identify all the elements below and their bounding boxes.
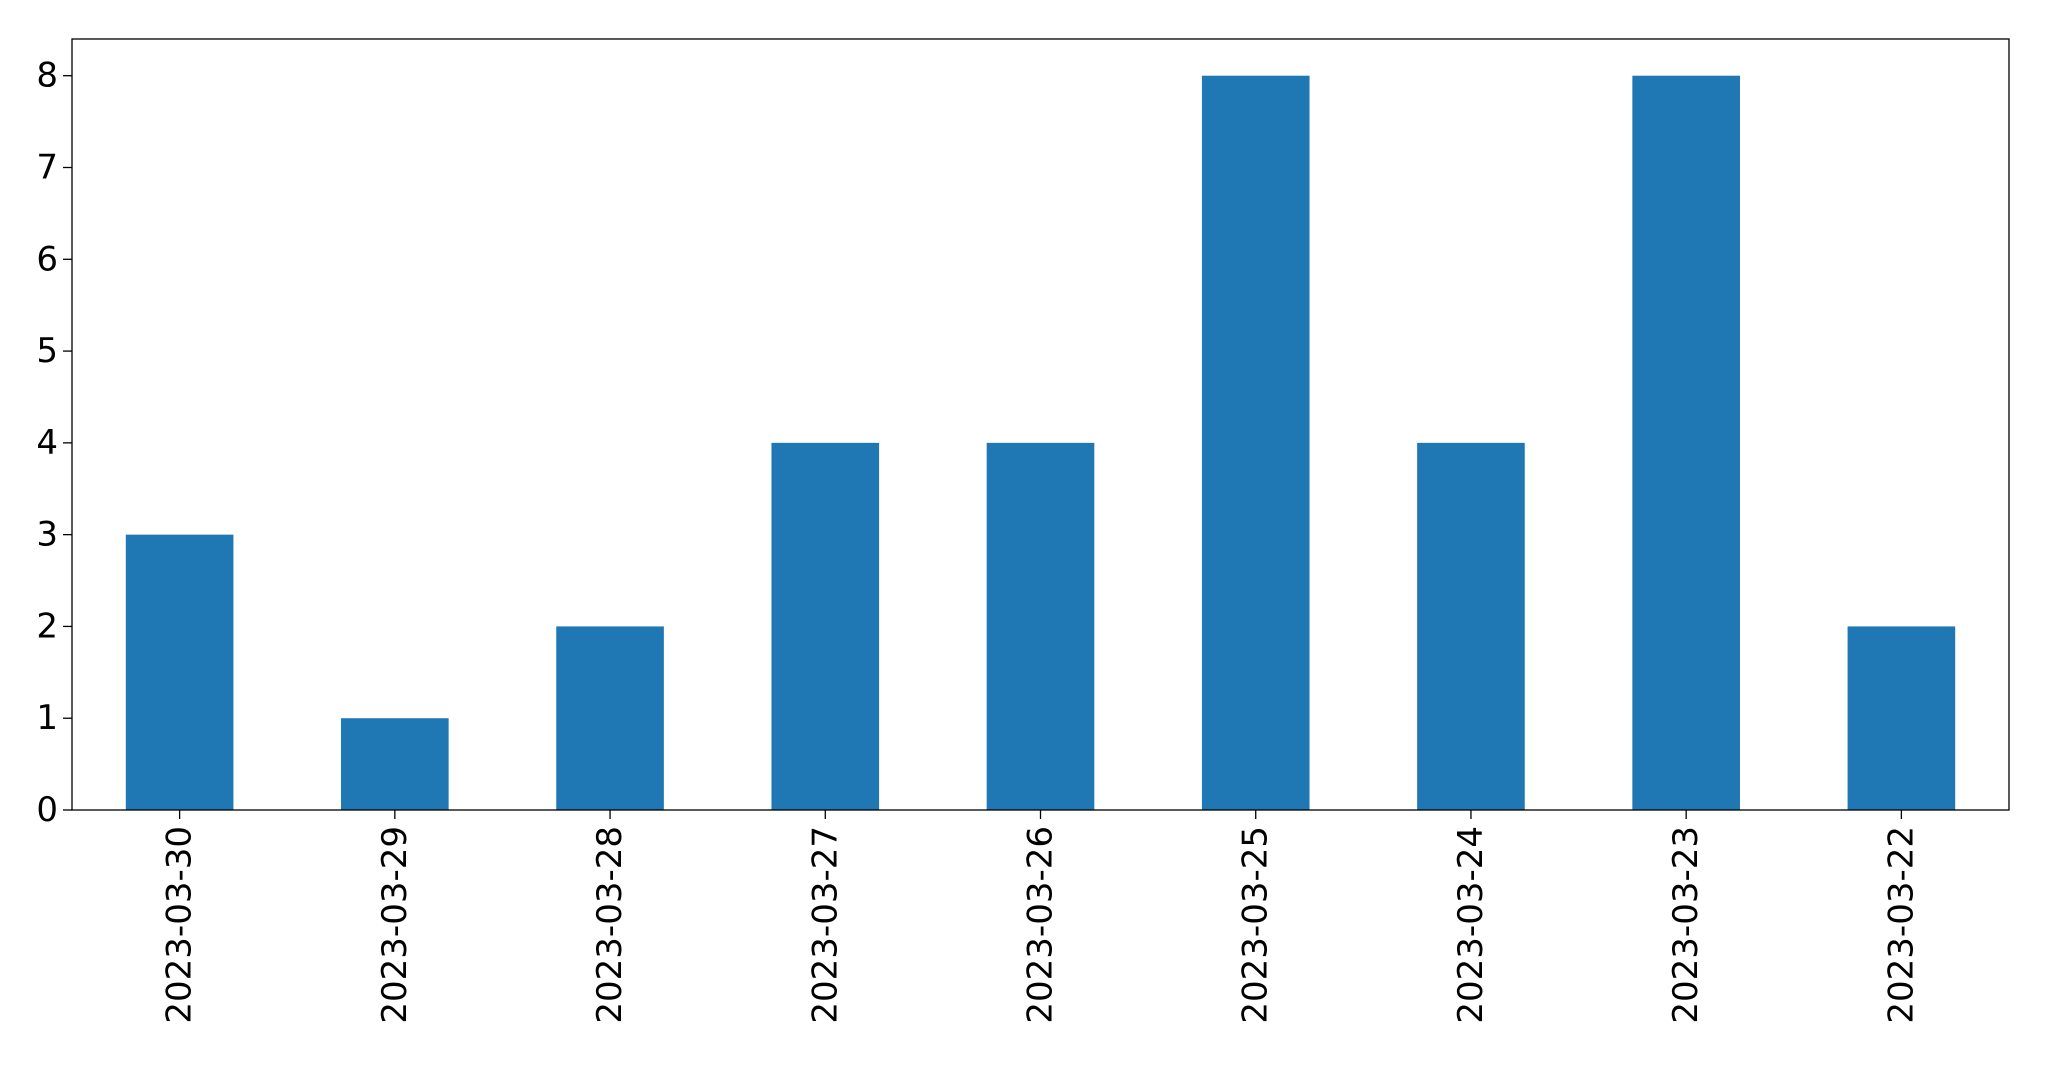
y-tick-label: 1 <box>36 698 58 738</box>
bar <box>341 718 449 810</box>
x-tick-label: 2023-03-28 <box>590 826 630 1024</box>
x-tick-label: 2023-03-27 <box>805 826 845 1024</box>
bar <box>556 626 664 810</box>
x-tick-label: 2023-03-24 <box>1451 826 1491 1024</box>
bar <box>1201 75 1310 810</box>
plot-frame <box>71 38 2010 811</box>
x-tick-label: 2023-03-23 <box>1666 826 1706 1024</box>
bar <box>986 442 1095 810</box>
bar <box>1847 626 1956 810</box>
y-tick-label: 8 <box>36 56 58 96</box>
bar <box>1417 442 1525 810</box>
bar <box>771 442 880 810</box>
y-tick-label: 4 <box>36 423 58 463</box>
y-tick-label: 6 <box>36 239 58 279</box>
bar <box>125 534 234 810</box>
y-tick-label: 2 <box>36 606 58 646</box>
x-tick-label: 2023-03-29 <box>375 826 415 1024</box>
y-tick-label: 0 <box>36 790 58 830</box>
x-tick-label: 2023-03-25 <box>1236 826 1276 1024</box>
x-tick-label: 2023-03-22 <box>1881 826 1921 1024</box>
bar <box>1632 75 1740 810</box>
y-tick-label: 3 <box>36 515 58 555</box>
x-tick-label: 2023-03-30 <box>160 826 200 1024</box>
y-tick-label: 7 <box>36 148 58 188</box>
x-tick-label: 2023-03-26 <box>1021 826 1061 1024</box>
y-tick-label: 5 <box>36 331 58 371</box>
